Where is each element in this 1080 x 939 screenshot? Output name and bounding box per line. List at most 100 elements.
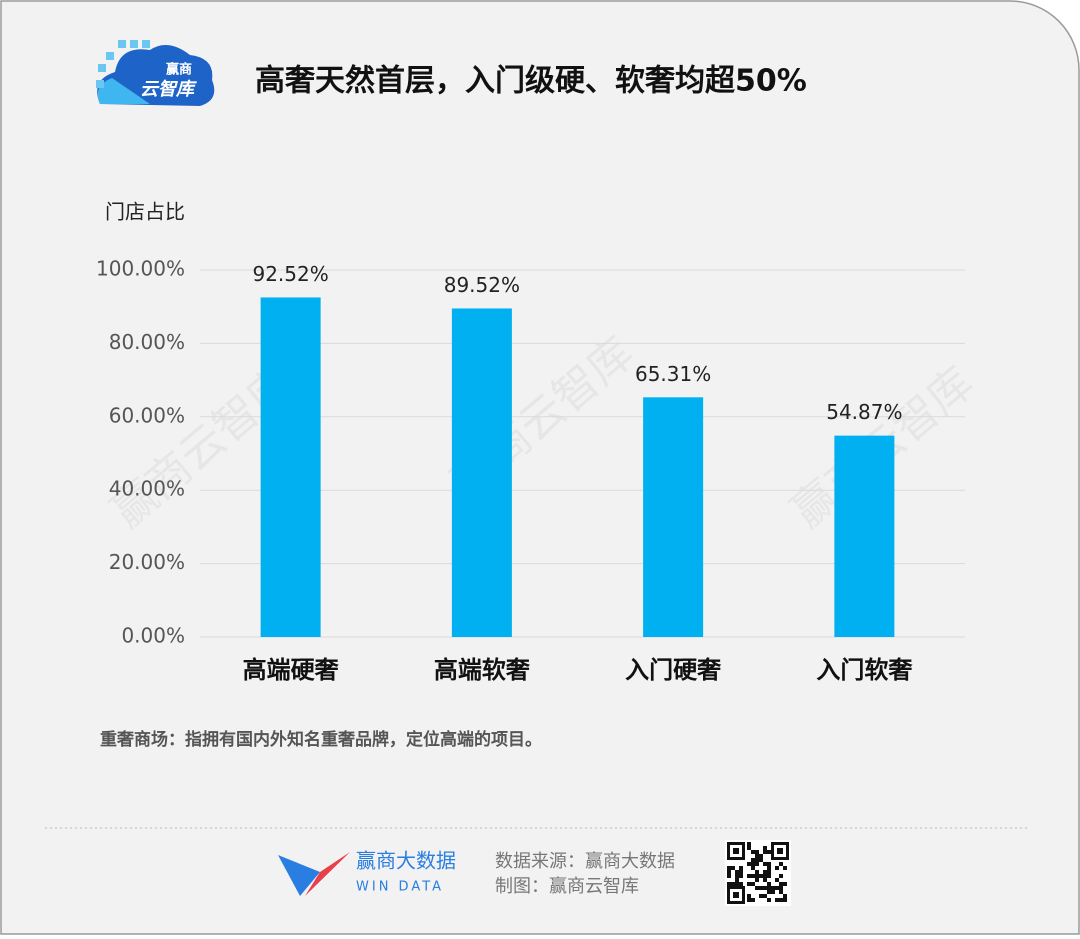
y-tick-label: 20.00% (109, 550, 185, 574)
qr-dot (759, 894, 763, 898)
y-tick-label: 80.00% (109, 330, 185, 354)
x-tick-label: 高端软奢 (434, 656, 531, 684)
qr-dot (763, 870, 767, 874)
qr-dot (767, 898, 771, 902)
plot: 0.00% 20.00% 40.00% 60.00% 80.00% 100.00% 92.5… (96, 257, 965, 684)
qr-dot (751, 850, 755, 854)
qr-dot (751, 898, 755, 902)
bar (834, 435, 895, 637)
qr-dot (767, 850, 771, 854)
qr-finder (733, 848, 739, 854)
qr-dot (747, 874, 751, 878)
qr-dot (759, 886, 763, 890)
qr-dot (739, 882, 743, 886)
logo-text: 云智库 (140, 79, 197, 100)
qr-dot (763, 850, 767, 854)
qr-finder (777, 848, 783, 854)
qr-dot (735, 870, 739, 874)
bar (643, 397, 704, 637)
qr-dot (759, 858, 763, 862)
qr-dot (779, 890, 783, 894)
value-label: 89.52% (444, 273, 520, 297)
qr-dot (775, 886, 779, 890)
footer-brand-en: WIN DATA (356, 880, 444, 895)
qr-dot (747, 898, 751, 902)
qr-dot (755, 886, 759, 890)
qr-dot (739, 866, 743, 870)
qr-dot (727, 866, 731, 870)
qr-dot (755, 850, 759, 854)
qr-dot (767, 870, 771, 874)
qr-dot (747, 846, 751, 850)
qr-dot (759, 874, 763, 878)
qr-dot (783, 882, 787, 886)
x-tick-label: 高端硬奢 (243, 656, 340, 684)
qr-dot (751, 858, 755, 862)
qr-dot (767, 886, 771, 890)
qr-dot (783, 894, 787, 898)
qr-dot (767, 874, 771, 878)
qr-dot (747, 842, 751, 846)
qr-dot (767, 866, 771, 870)
qr-dot (735, 882, 739, 886)
value-label: 65.31% (635, 362, 711, 386)
qr-dot (751, 862, 755, 866)
qr-dot (755, 878, 759, 882)
y-tick-label: 0.00% (121, 624, 185, 648)
qr-dot (727, 870, 731, 874)
qr-dot (731, 882, 735, 886)
chart-title: 高奢天然首层，入门级硬、软奢均超50% (255, 64, 807, 99)
qr-dot (755, 858, 759, 862)
footer-brand: 赢商大数据 (356, 849, 456, 873)
qr-dot (735, 874, 739, 878)
y-axis-label: 门店占比 (105, 200, 185, 224)
qr-dot (775, 898, 779, 902)
qr-dot (783, 898, 787, 902)
value-label: 92.52% (252, 262, 328, 286)
qr-dot (783, 866, 787, 870)
qr-dot (779, 898, 783, 902)
qr-dot (779, 874, 783, 878)
logo: 赢商 云智库 (96, 40, 215, 106)
qr-dot (727, 874, 731, 878)
qr-finder (733, 892, 739, 898)
qr-dot (763, 886, 767, 890)
value-label: 54.87% (826, 400, 902, 424)
x-tick-label: 入门硬奢 (625, 656, 722, 684)
qr-dot (771, 886, 775, 890)
qr-dot (767, 890, 771, 894)
qr-dot (763, 874, 767, 878)
y-tick-label: 100.00% (96, 257, 185, 281)
qr-code (725, 840, 791, 906)
qr-dot (759, 854, 763, 858)
qr-dot (755, 854, 759, 858)
qr-dot (755, 870, 759, 874)
qr-dot (747, 862, 751, 866)
qr-dot (767, 862, 771, 866)
qr-dot (767, 882, 771, 886)
logo-text: 赢商 (166, 62, 192, 78)
y-tick-label: 40.00% (109, 477, 185, 501)
qr-dot (763, 878, 767, 882)
qr-dot (739, 870, 743, 874)
qr-dot (763, 862, 767, 866)
qr-dot (747, 882, 751, 886)
qr-dot (763, 846, 767, 850)
qr-dot (739, 874, 743, 878)
footer-source: 数据来源：赢商大数据 (495, 850, 675, 872)
qr-dot (751, 874, 755, 878)
qr-dot (771, 890, 775, 894)
qr-dot (775, 866, 779, 870)
x-tick-label: 入门软奢 (816, 656, 913, 684)
note: 重奢商场：指拥有国内外知名重奢品牌，定位高端的项目。 (100, 729, 542, 750)
qr-dot (779, 882, 783, 886)
footer-made-by: 制图：赢商云智库 (495, 875, 639, 897)
bar (260, 297, 321, 637)
qr-dot (763, 894, 767, 898)
qr-dot (755, 874, 759, 878)
qr-dot (735, 878, 739, 882)
qr-dot (747, 894, 751, 898)
